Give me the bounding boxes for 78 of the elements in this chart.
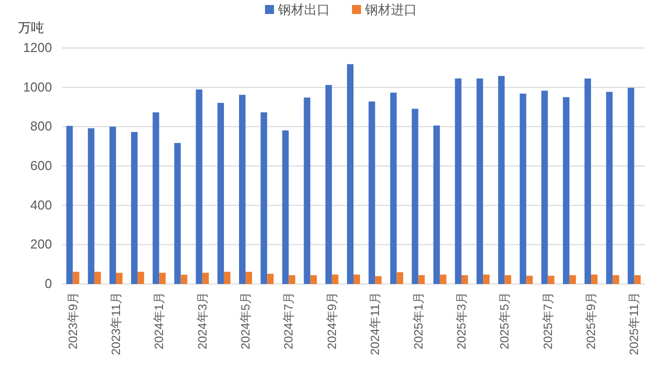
y-tick-label: 800: [30, 118, 52, 134]
bar: [304, 98, 310, 284]
x-tick-label: 2023年9月: [66, 292, 80, 350]
bar: [72, 272, 80, 284]
bar: [282, 130, 289, 284]
bar: [591, 274, 598, 284]
y-tick-label: 0: [44, 276, 52, 291]
bar: [440, 274, 446, 284]
y-axis-title: 万吨: [18, 20, 44, 35]
bar: [138, 272, 144, 284]
y-tick-label: 600: [30, 158, 52, 173]
bar: [202, 272, 209, 284]
bar: [520, 94, 526, 284]
bar: [562, 97, 570, 284]
bar: [433, 125, 440, 284]
bar: [332, 274, 338, 284]
bar: [239, 94, 246, 284]
bar: [584, 78, 592, 284]
bar: [196, 89, 202, 284]
bar: [246, 272, 252, 284]
bar: [476, 78, 484, 284]
x-tick-label: 2024年7月: [282, 292, 296, 350]
bar: [217, 102, 224, 284]
bar: [541, 90, 548, 284]
bar: [159, 272, 166, 284]
y-tick-label: 1000: [23, 79, 52, 94]
bar: [461, 275, 468, 284]
x-tick-label: 2024年3月: [195, 292, 210, 350]
legend-label: 钢材进口: [364, 2, 417, 17]
bar: [418, 275, 425, 284]
bar: [606, 92, 613, 284]
x-tick-label: 2025年11月: [627, 292, 642, 356]
bar: [454, 78, 462, 284]
y-tick-label: 1200: [23, 40, 52, 55]
legend-label: 钢材出口: [277, 2, 330, 17]
bar: [612, 275, 620, 284]
x-tick-label: 2023年11月: [108, 292, 123, 356]
bar: [325, 84, 332, 284]
bar: [347, 64, 354, 284]
bar: [412, 108, 418, 284]
bar: [569, 275, 576, 284]
x-tick-label: 2025年1月: [411, 292, 426, 350]
x-tick-label: 2024年1月: [152, 292, 166, 350]
bar: [152, 112, 160, 284]
bar: [174, 142, 181, 284]
x-tick-label: 2024年11月: [368, 292, 382, 356]
x-tick-label: 2025年7月: [540, 292, 555, 350]
bar: [94, 272, 101, 284]
bar: [180, 274, 188, 284]
bar: [634, 275, 641, 284]
x-tick-label: 2025年3月: [454, 292, 468, 350]
x-tick-label: 2025年9月: [584, 292, 598, 350]
bar: [310, 275, 317, 284]
bar: [375, 276, 382, 284]
x-tick-label: 2024年9月: [324, 292, 339, 350]
x-tick-label: 2025年5月: [498, 292, 512, 350]
x-tick-label: 2024年5月: [238, 292, 253, 350]
bar: [498, 76, 505, 284]
bar: [224, 272, 230, 284]
bar: [526, 276, 533, 284]
bar: [504, 275, 512, 284]
bar: [628, 88, 634, 284]
bar: [88, 128, 94, 284]
bar: [390, 92, 397, 284]
bar: [66, 126, 73, 284]
bar: [396, 272, 404, 284]
bar: [131, 132, 138, 284]
bar: [267, 274, 274, 284]
y-tick-label: 200: [30, 236, 52, 252]
bar: [548, 276, 554, 284]
bar: [354, 274, 360, 284]
bar: [368, 101, 376, 284]
bar: [116, 272, 122, 284]
bar: [288, 275, 296, 284]
bar: [109, 126, 116, 284]
y-tick-label: 400: [30, 197, 52, 212]
bar: [260, 112, 268, 284]
bar: [483, 274, 490, 284]
